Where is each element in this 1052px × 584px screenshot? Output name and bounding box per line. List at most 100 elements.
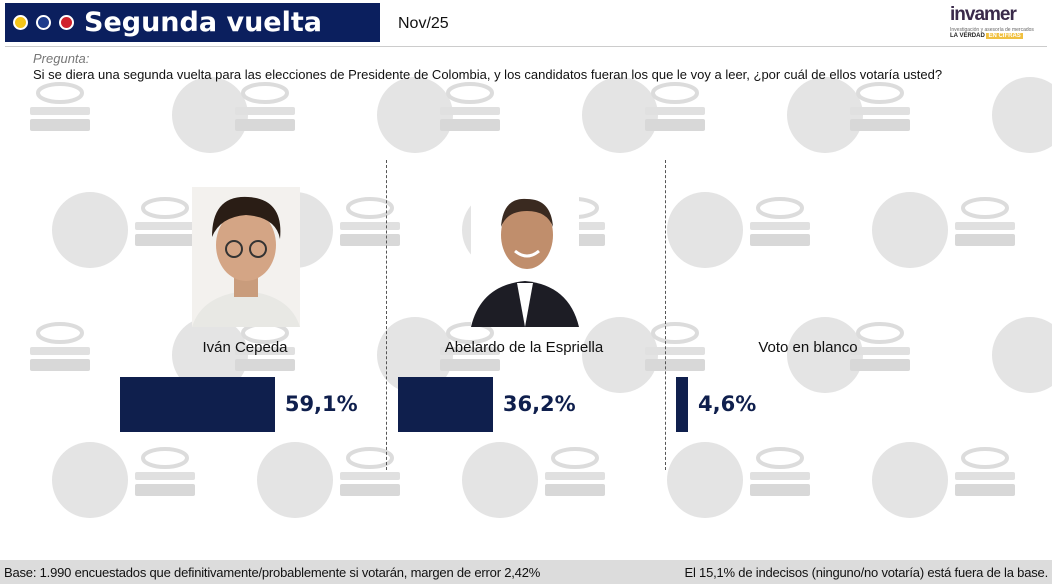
red-dot-icon <box>59 15 74 30</box>
watermark-circle <box>872 442 948 518</box>
footer: Base: 1.990 encuestados que definitivame… <box>0 560 1052 584</box>
logo-name: invamer <box>950 4 1017 25</box>
watermark-mark <box>30 347 90 355</box>
separator-line <box>665 160 666 470</box>
watermark-mark <box>850 359 910 371</box>
watermark-mark <box>440 347 500 355</box>
watermark-mark <box>955 484 1015 496</box>
watermark-circle <box>787 77 863 153</box>
watermark-mark <box>850 107 910 115</box>
watermark-emblem-icon <box>961 197 1009 219</box>
watermark-mark <box>750 234 810 246</box>
category-label: Abelardo de la Espriella <box>444 339 604 356</box>
yellow-dot-icon <box>13 15 28 30</box>
watermark-mark <box>440 359 500 371</box>
footer-note: El 15,1% de indecisos (ninguno/no votarí… <box>684 564 1048 580</box>
watermark-mark <box>545 472 605 480</box>
watermark-mark <box>850 347 910 355</box>
question-text: Si se diera una segunda vuelta para las … <box>33 67 943 82</box>
watermark-mark <box>135 472 195 480</box>
watermark-emblem-icon <box>36 322 84 344</box>
category-label: Iván Cepeda <box>202 339 288 356</box>
divider <box>5 46 1047 47</box>
footer-base: Base: 1.990 encuestados que definitivame… <box>4 564 541 580</box>
watermark-mark <box>645 107 705 115</box>
watermark-emblem-icon <box>756 197 804 219</box>
title-banner: Segunda vuelta <box>5 3 380 42</box>
watermark-emblem-icon <box>856 82 904 104</box>
watermark-circle <box>872 192 948 268</box>
data-label: 4,6% <box>698 392 757 416</box>
watermark-emblem-icon <box>446 322 494 344</box>
watermark-mark <box>235 359 295 371</box>
watermark-emblem-icon <box>346 447 394 469</box>
watermark-mark <box>235 119 295 131</box>
watermark-mark <box>955 222 1015 230</box>
watermark-circle <box>787 317 863 393</box>
watermark-mark <box>135 222 195 230</box>
watermark-emblem-icon <box>446 82 494 104</box>
bar-cepeda <box>120 377 275 432</box>
watermark-mark <box>30 359 90 371</box>
watermark-mark <box>955 472 1015 480</box>
bar-espriella <box>398 377 493 432</box>
category-label: Voto en blanco <box>758 339 858 356</box>
watermark-mark <box>340 234 400 246</box>
watermark-circle <box>377 77 453 153</box>
watermark-mark <box>30 107 90 115</box>
page-title: Segunda vuelta <box>84 7 322 38</box>
watermark-circle <box>377 317 453 393</box>
invamer-logo: invamer Investigación y asesoría de merc… <box>950 4 1046 40</box>
watermark-emblem-icon <box>346 197 394 219</box>
watermark-circle <box>992 77 1052 153</box>
watermark-mark <box>440 107 500 115</box>
candidate-photo-cepeda <box>192 187 300 327</box>
watermark-circle <box>172 317 248 393</box>
watermark-mark <box>440 119 500 131</box>
watermark-emblem-icon <box>856 322 904 344</box>
watermark-mark <box>340 472 400 480</box>
watermark-emblem-icon <box>241 82 289 104</box>
watermark-circle <box>667 192 743 268</box>
watermark-mark <box>30 119 90 131</box>
watermark-emblem-icon <box>141 447 189 469</box>
watermark-mark <box>645 119 705 131</box>
watermark-emblem-icon <box>141 197 189 219</box>
watermark-mark <box>750 222 810 230</box>
bar-voto-en-blanco <box>676 377 689 432</box>
watermark-emblem-icon <box>551 447 599 469</box>
watermark-circle <box>257 442 333 518</box>
watermark-circle <box>462 442 538 518</box>
watermark-mark <box>645 347 705 355</box>
watermark-emblem-icon <box>651 82 699 104</box>
watermark-emblem-icon <box>756 447 804 469</box>
watermark-mark <box>340 222 400 230</box>
watermark-circle <box>172 77 248 153</box>
watermark-mark <box>135 484 195 496</box>
separator-line <box>386 160 387 470</box>
question-label: Pregunta: <box>33 51 90 66</box>
survey-date: Nov/25 <box>398 15 449 32</box>
logo-slogan: LA VERDAD EN CIFRAS <box>950 32 1023 39</box>
blue-dot-icon <box>36 15 51 30</box>
watermark-emblem-icon <box>961 447 1009 469</box>
watermark-mark <box>135 234 195 246</box>
data-label: 36,2% <box>502 392 576 416</box>
watermark-circle <box>52 192 128 268</box>
watermark-emblem-icon <box>651 322 699 344</box>
watermark-mark <box>235 347 295 355</box>
watermark-circle <box>667 442 743 518</box>
watermark-mark <box>340 484 400 496</box>
watermark-mark <box>850 119 910 131</box>
watermark-mark <box>750 472 810 480</box>
logo-tagline: Investigación y asesoría de mercados <box>950 26 1034 33</box>
data-label: 59,1% <box>284 392 358 416</box>
watermark-circle <box>582 77 658 153</box>
watermark-mark <box>235 107 295 115</box>
watermark-circle <box>992 317 1052 393</box>
watermark-mark <box>750 484 810 496</box>
watermark-circle <box>582 317 658 393</box>
watermark-mark <box>545 484 605 496</box>
watermark-circle <box>52 442 128 518</box>
watermark-mark <box>645 359 705 371</box>
